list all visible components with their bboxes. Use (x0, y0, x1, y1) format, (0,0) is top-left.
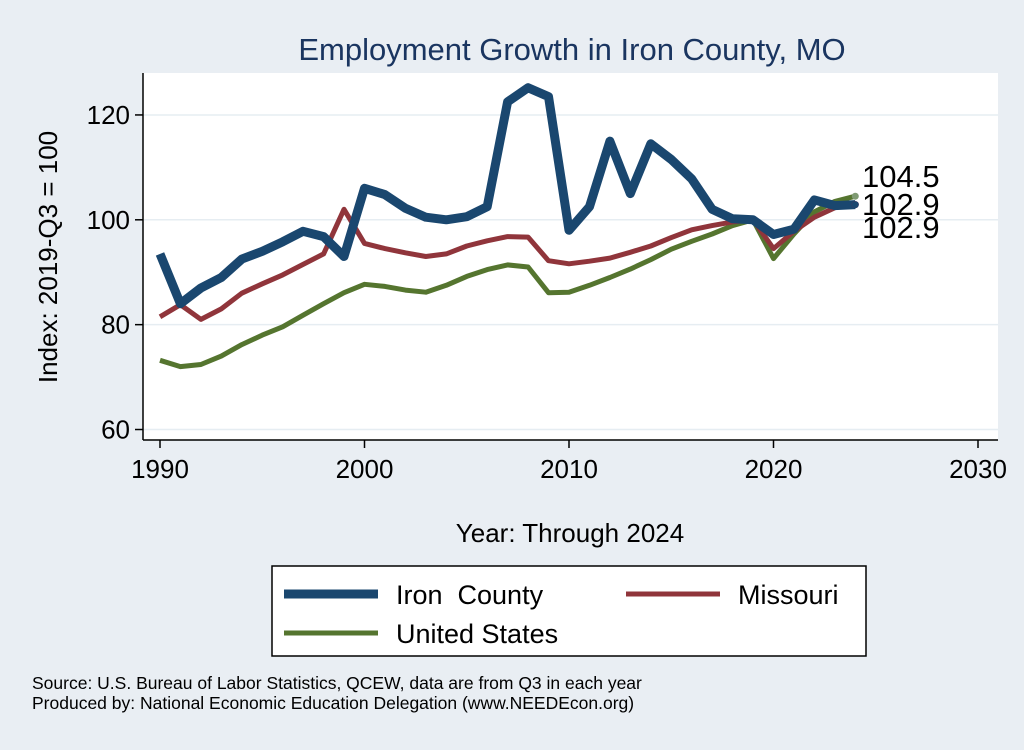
x-tick-label: 2010 (540, 454, 598, 484)
legend: Iron County Missouri United States (271, 565, 867, 657)
y-tick-label: 120 (87, 100, 130, 130)
y-tick-label: 60 (101, 415, 130, 445)
legend-label-united-states: United States (396, 619, 558, 649)
chart-title: Employment Growth in Iron County, MO (298, 32, 845, 67)
end-label-missouri: 102.9 (862, 187, 940, 222)
series-line-iron-county (155, 83, 856, 309)
y-axis-label: Index: 2019-Q3 = 100 (33, 131, 63, 383)
series-lines (155, 83, 856, 370)
x-tick-label: 2020 (745, 454, 803, 484)
x-tick-label: 1990 (131, 454, 189, 484)
axes: 60 80 100 120 1990 2000 2010 2020 2030 (87, 73, 1007, 484)
end-marker-united-states (851, 192, 859, 200)
legend-label-missouri: Missouri (738, 580, 839, 610)
plot-area (143, 73, 998, 440)
end-label-united-states: 104.5 (862, 159, 940, 194)
end-marker-iron-county (851, 201, 859, 209)
legend-box (271, 565, 867, 657)
legend-label-iron-county: Iron County (396, 580, 544, 610)
y-tick-label: 80 (101, 310, 130, 340)
end-label-iron-county: 102.9 (862, 210, 940, 245)
y-tick-label: 100 (87, 205, 130, 235)
x-tick-label: 2000 (336, 454, 394, 484)
x-axis-label: Year: Through 2024 (456, 518, 684, 548)
x-tick-label: 2030 (949, 454, 1007, 484)
source-note: Source: U.S. Bureau of Labor Statistics,… (32, 673, 642, 693)
producer-note: Produced by: National Economic Education… (32, 693, 634, 713)
